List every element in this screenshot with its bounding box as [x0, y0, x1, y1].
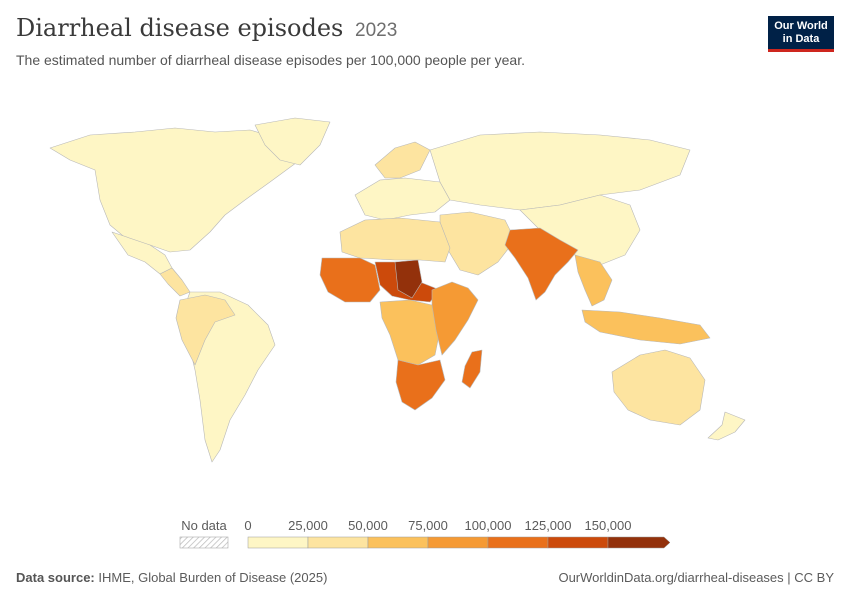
source-value: IHME, Global Burden of Disease (2025)	[98, 570, 328, 585]
footer-source: Data source: IHME, Global Burden of Dise…	[16, 570, 327, 585]
title-text: Diarrheal disease episodes	[16, 14, 344, 42]
chart-title: Diarrheal disease episodes 2023	[16, 14, 397, 42]
region-east-africa[interactable]	[431, 281, 479, 356]
legend-bin-4[interactable]	[487, 536, 549, 549]
legend-bin-5[interactable]	[547, 536, 609, 549]
legend-tick-6: 150,000	[585, 518, 632, 533]
legend-tick-4: 100,000	[465, 518, 512, 533]
legend-bin-1[interactable]	[307, 536, 369, 549]
region-greenland[interactable]	[254, 117, 331, 166]
legend-no-data-swatch	[179, 536, 229, 549]
region-chad[interactable]	[394, 259, 423, 299]
owid-logo[interactable]: Our World in Data	[768, 16, 834, 52]
region-south-asia[interactable]	[504, 227, 579, 301]
legend-bin-3[interactable]	[427, 536, 489, 549]
region-indonesia[interactable]	[581, 309, 711, 345]
region-southeast-asia[interactable]	[574, 254, 613, 307]
legend-no-data-label: No data	[181, 518, 227, 533]
legend-tick-2: 50,000	[348, 518, 388, 533]
legend-bin-0[interactable]	[247, 536, 309, 549]
region-scandinavia[interactable]	[374, 141, 431, 179]
region-southern-africa[interactable]	[395, 359, 446, 411]
legend-tick-5: 125,000	[525, 518, 572, 533]
region-europe[interactable]	[354, 177, 451, 221]
logo-line-1: Our World	[774, 20, 828, 32]
region-north-america[interactable]	[49, 127, 301, 253]
logo-line-2: in Data	[782, 33, 820, 45]
region-west-africa[interactable]	[319, 257, 381, 303]
title-year: 2023	[355, 20, 398, 41]
legend-bin-2[interactable]	[367, 536, 429, 549]
region-new-zealand[interactable]	[707, 411, 746, 441]
legend-bin-6[interactable]	[607, 536, 671, 549]
region-madagascar[interactable]	[461, 349, 483, 389]
region-north-africa[interactable]	[339, 217, 451, 263]
legend-tick-1: 25,000	[288, 518, 328, 533]
footer-url[interactable]: OurWorldinData.org/diarrheal-diseases | …	[558, 570, 834, 585]
legend-tick-0: 0	[244, 518, 251, 533]
region-russia-central-asia[interactable]	[429, 131, 691, 211]
region-central-africa[interactable]	[379, 299, 441, 366]
region-australia[interactable]	[611, 349, 706, 426]
region-andean[interactable]	[175, 294, 236, 366]
chart-subtitle: The estimated number of diarrheal diseas…	[16, 52, 525, 68]
legend-tick-3: 75,000	[408, 518, 448, 533]
source-label: Data source:	[16, 570, 95, 585]
